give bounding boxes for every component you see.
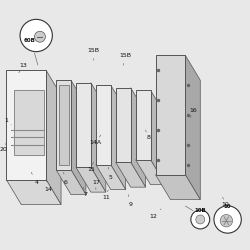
Circle shape xyxy=(196,215,205,224)
Circle shape xyxy=(220,214,232,227)
Circle shape xyxy=(191,210,210,229)
Polygon shape xyxy=(91,83,106,192)
Polygon shape xyxy=(76,83,91,167)
Polygon shape xyxy=(56,80,71,170)
Polygon shape xyxy=(156,175,200,200)
Text: 4: 4 xyxy=(31,172,38,185)
Polygon shape xyxy=(96,85,111,165)
Polygon shape xyxy=(136,90,150,160)
Circle shape xyxy=(214,206,241,233)
Text: 15B: 15B xyxy=(87,48,99,60)
Polygon shape xyxy=(150,90,166,185)
Text: 15: 15 xyxy=(87,162,95,172)
Text: 10B: 10B xyxy=(194,208,206,213)
Polygon shape xyxy=(185,56,200,200)
Text: 60B: 60B xyxy=(24,38,36,43)
Polygon shape xyxy=(71,80,86,194)
Text: 5: 5 xyxy=(108,167,113,180)
Text: 17: 17 xyxy=(92,180,100,190)
Polygon shape xyxy=(116,88,131,162)
Text: 13: 13 xyxy=(19,63,28,73)
Polygon shape xyxy=(116,162,146,187)
Text: 16: 16 xyxy=(189,108,197,118)
Polygon shape xyxy=(156,56,185,175)
Polygon shape xyxy=(131,88,146,187)
Polygon shape xyxy=(6,180,61,204)
Circle shape xyxy=(34,31,46,42)
Polygon shape xyxy=(136,160,166,185)
Text: 12: 12 xyxy=(149,209,161,220)
Text: 10: 10 xyxy=(224,204,231,209)
Text: 15B: 15B xyxy=(120,53,132,65)
Polygon shape xyxy=(58,85,68,165)
Polygon shape xyxy=(46,70,61,204)
Polygon shape xyxy=(96,165,126,190)
Text: 14A: 14A xyxy=(90,135,102,145)
Text: 9: 9 xyxy=(128,194,133,207)
Text: 20: 20 xyxy=(0,142,8,152)
Text: 10: 10 xyxy=(221,197,229,207)
Polygon shape xyxy=(14,90,44,155)
Text: 7: 7 xyxy=(84,187,88,197)
Text: 6: 6 xyxy=(64,172,68,185)
Text: 1: 1 xyxy=(4,118,11,125)
Polygon shape xyxy=(6,70,46,180)
Text: 8: 8 xyxy=(146,130,150,140)
Polygon shape xyxy=(56,170,86,194)
Circle shape xyxy=(20,19,52,52)
Text: 14: 14 xyxy=(45,180,52,192)
Polygon shape xyxy=(111,85,126,190)
Polygon shape xyxy=(76,167,106,192)
Text: 11: 11 xyxy=(102,190,110,200)
